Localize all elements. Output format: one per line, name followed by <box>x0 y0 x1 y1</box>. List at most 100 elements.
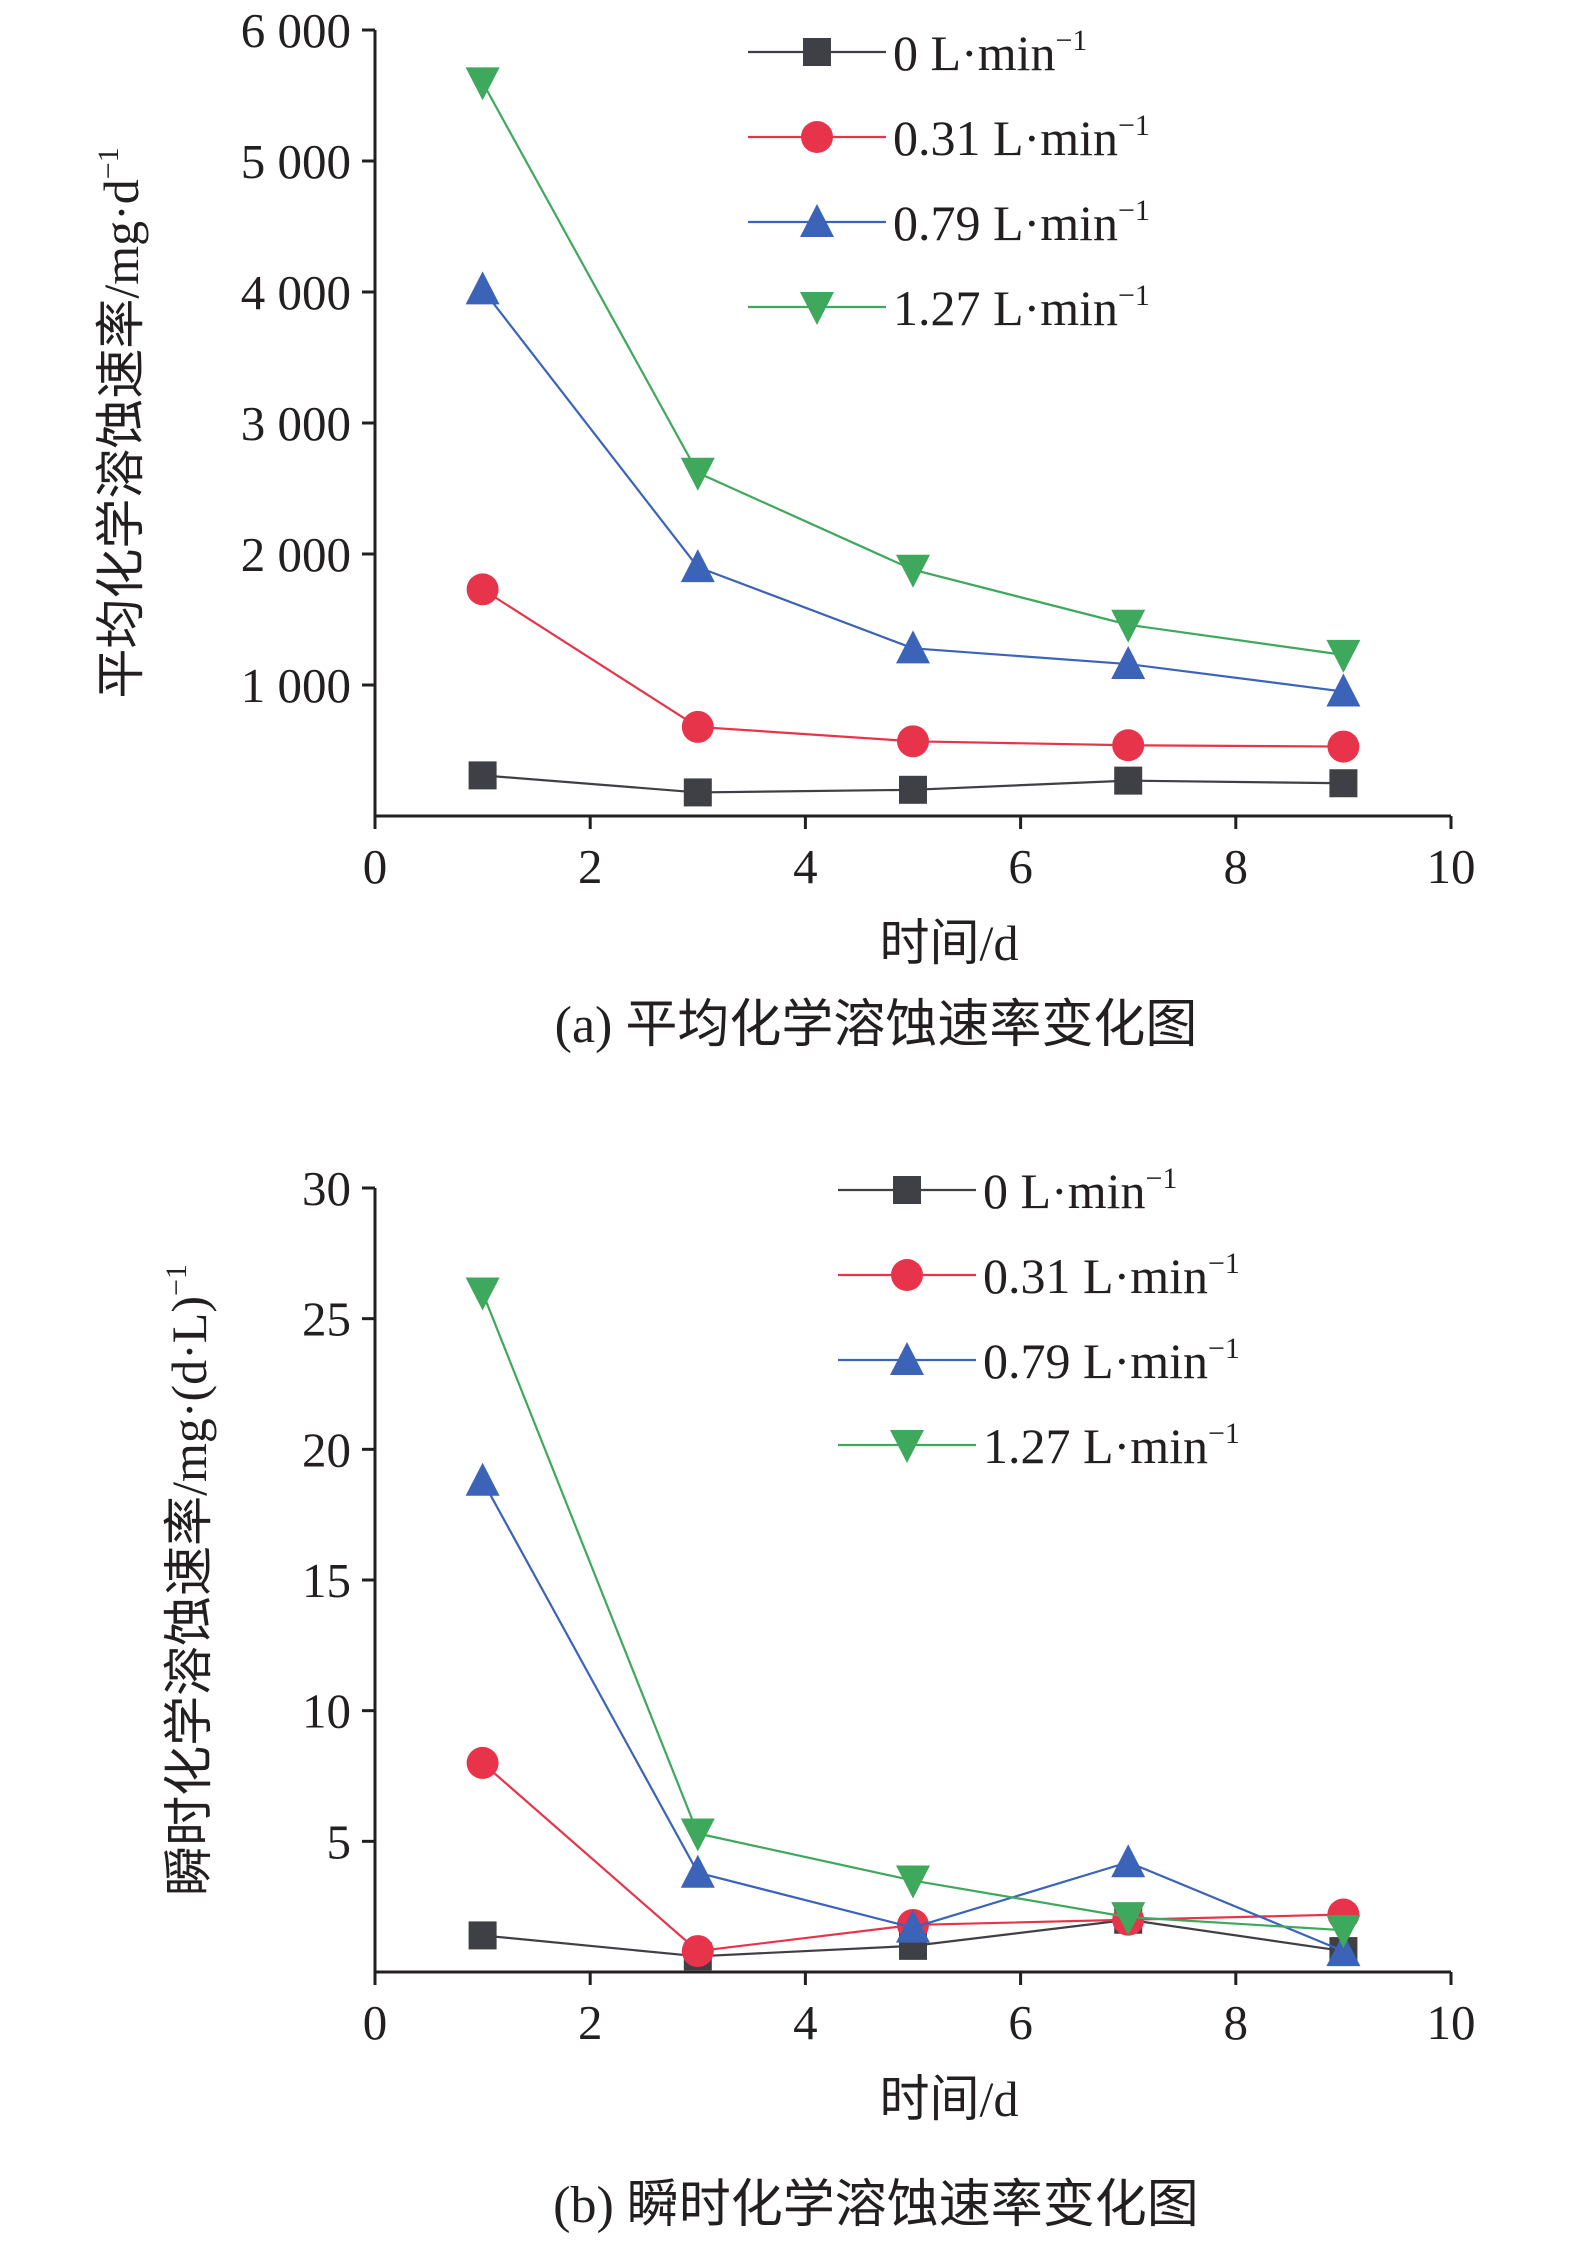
figure-caption: (a) 平均化学溶蚀速率变化图 <box>555 997 1198 1054</box>
data-point <box>1326 639 1361 673</box>
data-point <box>1326 1915 1361 1949</box>
data-point <box>466 1746 499 1779</box>
y-axis-title-text: 平均化学溶蚀速率/mg·d <box>93 179 149 698</box>
legend-item: 0.79 L·min−1 <box>838 1332 1240 1389</box>
chart-a: 0 2 4 6 8 10 1 000 2 000 3 000 4 000 5 000 6 000 时间/… <box>92 3 1476 1054</box>
data-point <box>680 1818 715 1852</box>
y-tick-label: 20 <box>302 1422 351 1477</box>
legend-marker <box>800 292 834 325</box>
legend-label-superscript: −1 <box>1208 1332 1240 1365</box>
y-tick-label: 25 <box>302 1292 351 1347</box>
data-point <box>1326 1933 1361 1967</box>
legend-item: 0.79 L·min−1 <box>748 194 1150 251</box>
legend-marker <box>891 1259 923 1291</box>
data-point <box>468 761 497 790</box>
y-axis-title-superscript: −1 <box>92 147 125 179</box>
legend-label-superscript: −1 <box>1118 279 1150 312</box>
series-3 <box>465 1277 1361 1949</box>
y-tick-label: 5 000 <box>241 134 351 189</box>
legend-marker <box>800 204 834 237</box>
legend-label-text: 1.27 L·min <box>983 1418 1208 1474</box>
data-point <box>680 1854 715 1888</box>
data-point <box>466 573 499 606</box>
legend-label: 1.27 L·min−1 <box>893 279 1150 336</box>
legend-label-superscript: −1 <box>1055 24 1087 57</box>
data-point <box>465 1277 500 1311</box>
legend-label-text: 1.27 L·min <box>893 280 1118 336</box>
x-axis-title: 时间/d <box>880 2071 1019 2127</box>
data-point <box>1111 1902 1146 1936</box>
legend-label-text: 0 L·min <box>983 1163 1145 1219</box>
figure-caption: (b) 瞬时化学溶蚀速率变化图 <box>553 2177 1199 2234</box>
data-point <box>896 554 930 588</box>
legend-label: 0.79 L·min−1 <box>893 194 1150 251</box>
x-axis-title: 时间/d <box>880 915 1019 971</box>
y-axis-title: 平均化学溶蚀速率/mg·d−1 <box>92 147 149 698</box>
legend-label: 0 L·min−1 <box>983 1162 1177 1219</box>
legend-label-superscript: −1 <box>1145 1162 1177 1195</box>
legend-label: 0 L·min−1 <box>893 24 1087 81</box>
y-tick-label: 4 000 <box>241 265 351 320</box>
data-point <box>897 725 929 758</box>
data-point <box>896 630 930 664</box>
x-tick-label: 0 <box>363 839 388 894</box>
data-point <box>1111 646 1146 680</box>
x-tick-label: 6 <box>1008 839 1033 894</box>
data-point <box>896 1865 930 1899</box>
x-tick-label: 4 <box>793 839 818 894</box>
data-point <box>680 457 715 491</box>
legend-marker <box>801 121 833 153</box>
legend-label: 0.31 L·min−1 <box>983 1247 1240 1304</box>
series-2 <box>465 271 1361 707</box>
x-tick-label: 10 <box>1427 839 1476 894</box>
data-point <box>681 1935 714 1968</box>
data-point <box>1326 673 1361 707</box>
data-point <box>680 549 715 583</box>
y-axis-title-text: 瞬时化学溶蚀速率/mg·(d·L) <box>161 1296 217 1896</box>
series-line <box>481 1292 1344 1932</box>
legend: 0 L·min−10.31 L·min−10.79 L·min−11.27 L·… <box>748 24 1150 336</box>
data-point <box>465 271 500 305</box>
x-tick-label: 4 <box>793 1995 818 2050</box>
series-line <box>482 588 1344 748</box>
data-point <box>681 710 714 743</box>
data-point <box>465 67 500 101</box>
legend-item: 1.27 L·min−1 <box>838 1417 1240 1474</box>
series-0 <box>468 761 1358 807</box>
legend-item: 0.31 L·min−1 <box>748 109 1150 166</box>
data-point <box>899 775 927 804</box>
x-tick-label: 6 <box>1008 1995 1033 2050</box>
legend-label-text: 0.31 L·min <box>983 1248 1208 1304</box>
x-tick-label: 10 <box>1427 1995 1476 2050</box>
legend: 0 L·min−10.31 L·min−10.79 L·min−11.27 L·… <box>838 1162 1240 1474</box>
y-tick-label: 30 <box>302 1161 351 1216</box>
y-tick-label: 2 000 <box>241 527 351 582</box>
data-point <box>1114 766 1143 795</box>
legend-label-text: 0.79 L·min <box>983 1333 1208 1389</box>
legend-label-superscript: −1 <box>1208 1247 1240 1280</box>
legend-label: 0.79 L·min−1 <box>983 1332 1240 1389</box>
series-1 <box>466 573 1360 763</box>
data-point <box>1112 729 1145 762</box>
chart-b: 0 2 4 6 8 1051015202530时间/d瞬时化学溶蚀速率/mg·(d·L)−… <box>160 1161 1476 2234</box>
legend-label-superscript: −1 <box>1118 194 1150 227</box>
data-point <box>468 1921 497 1950</box>
series-3 <box>465 67 1361 673</box>
data-point <box>1111 609 1146 643</box>
y-tick-label: 5 <box>327 1814 352 1869</box>
legend-item: 1.27 L·min−1 <box>748 279 1150 336</box>
legend-label-text: 0.31 L·min <box>893 110 1118 166</box>
x-tick-label: 8 <box>1224 839 1249 894</box>
x-tick-label: 2 <box>578 839 603 894</box>
x-tick-label: 0 <box>363 1995 388 2050</box>
data-point <box>465 1462 500 1496</box>
y-tick-label: 6 000 <box>241 3 351 58</box>
legend-label-text: 0.79 L·min <box>893 195 1118 251</box>
y-tick-label: 15 <box>302 1553 351 1608</box>
legend-marker <box>890 1342 924 1375</box>
legend-item: 0 L·min−1 <box>748 24 1087 81</box>
data-point <box>1329 769 1358 798</box>
legend-label: 0.31 L·min−1 <box>893 109 1150 166</box>
y-tick-label: 1 000 <box>241 658 351 713</box>
